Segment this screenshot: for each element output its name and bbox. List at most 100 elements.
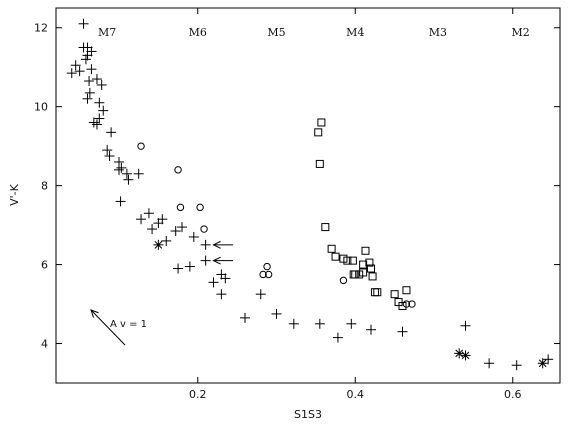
square-point <box>402 286 411 295</box>
plus-point <box>314 318 325 329</box>
band-label: M2 <box>511 26 529 39</box>
plus-point <box>153 218 164 229</box>
circle-point <box>174 166 182 174</box>
band-label: M5 <box>267 26 285 39</box>
axis-ticks: 0.2 0.4 0.6 4 6 8 10 12 <box>34 8 560 401</box>
band-label: M7 <box>98 26 116 39</box>
plus-point <box>288 318 299 329</box>
plus-point <box>94 97 105 108</box>
reddening-vector-label: A v = 1 <box>110 319 147 330</box>
plus-point <box>116 162 127 173</box>
plus-point <box>82 50 93 61</box>
square-point <box>331 252 340 261</box>
plus-point <box>177 222 187 233</box>
y-tick-label: 12 <box>34 22 48 35</box>
left-arrow <box>212 256 234 265</box>
square-point <box>343 256 352 265</box>
plus-point <box>84 87 95 98</box>
plus-point <box>143 208 154 219</box>
plus-point <box>91 119 102 130</box>
plus-point <box>216 269 227 280</box>
y-tick-label: 8 <box>41 180 48 193</box>
spectral-band-labels: M7 M6 M5 M4 M3 M2 <box>98 26 530 39</box>
band-label: M6 <box>189 26 207 39</box>
y-tick-label: 10 <box>34 101 48 114</box>
plus-point <box>66 68 77 79</box>
plus-point <box>94 113 105 124</box>
plus-point <box>98 105 109 116</box>
plus-point <box>74 66 85 77</box>
y-axis-title: V'-K <box>8 183 21 206</box>
plus-point <box>114 164 124 175</box>
y-tick-label: 6 <box>41 259 48 272</box>
circle-point <box>200 225 208 233</box>
plus-point <box>106 127 117 138</box>
asterisk-point <box>460 350 471 361</box>
plus-point <box>208 277 219 288</box>
plus-point <box>332 332 343 343</box>
plus-point <box>366 324 376 335</box>
plus-point <box>147 224 158 235</box>
plus-point <box>86 64 97 75</box>
plus-point <box>115 196 126 207</box>
plus-point <box>220 273 231 284</box>
plus-point <box>96 79 107 90</box>
x-axis-title: S1S3 <box>294 408 322 421</box>
plus-point <box>80 54 91 65</box>
plus-point <box>184 261 195 272</box>
plus-point <box>161 235 172 246</box>
asterisk-point <box>153 239 164 250</box>
square-point <box>373 288 382 297</box>
circle-point <box>176 203 185 212</box>
circle-point <box>263 262 271 271</box>
plus-point <box>136 214 147 225</box>
asterisk-point <box>454 348 465 359</box>
band-label: M4 <box>346 26 364 39</box>
plus-point <box>78 42 89 53</box>
square-point <box>365 258 374 267</box>
plus-point <box>240 312 250 323</box>
y-tick-label: 4 <box>41 338 48 351</box>
square-point <box>321 223 330 232</box>
plus-point <box>216 289 227 300</box>
plus-point <box>170 226 181 237</box>
square-point <box>370 288 379 297</box>
plus-point <box>78 18 89 29</box>
plus-point <box>511 360 522 371</box>
plus-point <box>121 168 132 179</box>
plot-frame <box>55 7 561 384</box>
square-point <box>349 270 358 279</box>
plus-point <box>200 239 211 250</box>
square-point <box>359 268 368 277</box>
square-point <box>398 302 407 311</box>
plus-point <box>70 60 81 71</box>
plus-point <box>133 168 144 179</box>
x-tick-label: 0.4 <box>347 388 365 401</box>
plus-point <box>460 320 471 331</box>
square-point <box>327 244 336 253</box>
asterisk-point <box>537 358 548 369</box>
reddening-vector <box>90 309 126 346</box>
plus-point <box>346 318 357 329</box>
plus-point <box>484 358 495 369</box>
square-point <box>348 256 357 265</box>
square-point <box>367 264 375 273</box>
square-point <box>390 290 399 299</box>
square-point <box>314 128 323 137</box>
annotations: A v = 1 <box>90 240 234 346</box>
plus-point <box>102 145 113 156</box>
plus-point <box>543 354 554 365</box>
square-point <box>315 159 324 168</box>
plus-point <box>86 46 97 57</box>
square-point <box>361 246 370 255</box>
x-tick-label: 0.2 <box>189 388 207 401</box>
plus-point <box>104 151 115 162</box>
circle-point <box>339 276 348 285</box>
circle-point <box>196 203 204 212</box>
plus-point <box>123 174 134 185</box>
circle-point <box>259 270 267 279</box>
plus-point <box>91 74 102 85</box>
square-point <box>368 272 377 281</box>
plus-point <box>255 289 266 300</box>
